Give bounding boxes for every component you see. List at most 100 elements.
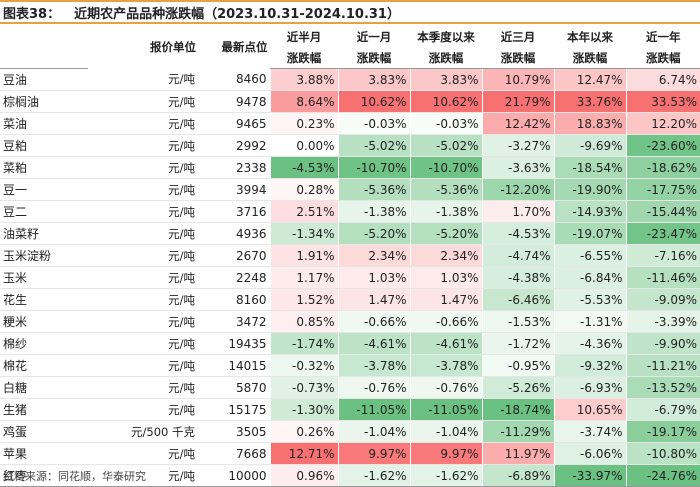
- return-cell: -19.07%: [553, 222, 626, 245]
- commodity-name: 花生: [0, 288, 88, 311]
- return-cell: -5.53%: [553, 288, 626, 311]
- return-cell: -4.53%: [269, 156, 338, 179]
- return-cell: 12.20%: [625, 112, 700, 135]
- return-cell: -3.78%: [409, 354, 482, 377]
- table-row: 棉花 元/吨 14015 -0.32% -3.78% -3.78% -0.95% -9.32%…: [0, 354, 700, 377]
- return-cell: -9.69%: [553, 134, 626, 157]
- return-cell: -3.63%: [481, 156, 554, 179]
- return-cell: -0.66%: [409, 310, 482, 333]
- return-cell: 1.47%: [409, 288, 482, 311]
- quote-unit: 元/吨: [88, 398, 198, 421]
- return-cell: -4.61%: [337, 332, 410, 355]
- commodity-name: 苹果: [0, 442, 88, 465]
- return-cell: -1.31%: [553, 310, 626, 333]
- return-cell: -11.29%: [481, 420, 554, 443]
- header-name-2: [0, 47, 88, 69]
- return-cell: -5.26%: [481, 376, 554, 399]
- return-cell: -0.95%: [481, 354, 554, 377]
- figure-label: 图表38：: [3, 6, 61, 22]
- commodity-name: 棕榈油: [0, 90, 88, 113]
- return-cell: 0.23%: [269, 112, 338, 135]
- latest-price: 10000: [198, 464, 270, 487]
- return-cell: 10.65%: [553, 398, 626, 421]
- commodity-name: 豆一: [0, 178, 88, 201]
- return-cell: -1.38%: [337, 200, 410, 223]
- return-cell: -6.79%: [625, 398, 700, 421]
- table-row: 棕榈油 元/吨 9478 8.64% 10.62% 10.62% 21.79% 33.76% 3…: [0, 90, 700, 113]
- return-cell: -23.47%: [625, 222, 700, 245]
- header-name: [0, 26, 88, 47]
- latest-price: 2670: [198, 244, 270, 267]
- quote-unit: 元/吨: [88, 266, 198, 289]
- return-cell: -17.75%: [625, 178, 700, 201]
- return-cell: -5.36%: [337, 178, 410, 201]
- return-cell: 2.51%: [269, 200, 338, 223]
- return-cell: -9.90%: [625, 332, 700, 355]
- table-row: 生猪 元/吨 15175 -1.30% -11.05% -11.05% -18.74% 10.…: [0, 398, 700, 421]
- return-cell: -4.61%: [409, 332, 482, 355]
- header-price: 最新点位: [221, 40, 268, 55]
- return-cell: -6.55%: [553, 244, 626, 267]
- commodity-name: 玉米: [0, 266, 88, 289]
- commodity-name: 豆粕: [0, 134, 88, 157]
- return-cell: 9.97%: [337, 442, 410, 465]
- return-cell: -1.04%: [409, 420, 482, 443]
- table-row: 豆油 元/吨 8460 3.88% 3.83% 3.83% 10.79% 12.47% 6.74…: [0, 68, 700, 91]
- header-unit: 报价单位: [150, 40, 196, 55]
- return-cell: -1.38%: [409, 200, 482, 223]
- commodity-name: 鸡蛋: [0, 420, 88, 443]
- return-cell: -3.78%: [337, 354, 410, 377]
- header-period-5-sub: 涨跌幅: [553, 47, 626, 69]
- table-row: 花生 元/吨 8160 1.52% 1.47% 1.47% -6.46% -5.53% -9.0…: [0, 288, 700, 311]
- header-period-2-sub: 涨跌幅: [337, 47, 410, 69]
- return-cell: -18.74%: [481, 398, 554, 421]
- return-cell: 10.62%: [337, 90, 410, 113]
- return-cell: -1.30%: [269, 398, 338, 421]
- table-row: 玉米 元/吨 2248 1.17% 1.03% 1.03% -4.38% -6.84% -11.…: [0, 266, 700, 289]
- table-row: 玉米淀粉 元/吨 2670 1.91% 2.34% 2.34% -4.74% -6.55% -7…: [0, 244, 700, 267]
- return-cell: -19.90%: [553, 178, 626, 201]
- return-cell: -0.66%: [337, 310, 410, 333]
- return-cell: -5.20%: [409, 222, 482, 245]
- header-period-6-sub: 涨跌幅: [625, 47, 700, 69]
- return-cell: 3.83%: [409, 68, 482, 91]
- return-cell: 1.17%: [269, 266, 338, 289]
- return-cell: -12.20%: [481, 178, 554, 201]
- table-row: 鸡蛋 元/500 千克 3505 0.26% -1.04% -1.04% -11.29% -3…: [0, 420, 700, 443]
- return-cell: -3.27%: [481, 134, 554, 157]
- latest-price: 15175: [198, 398, 270, 421]
- quote-unit: 元/吨: [88, 244, 198, 267]
- return-cell: -1.74%: [269, 332, 338, 355]
- return-cell: -18.62%: [625, 156, 700, 179]
- return-cell: -4.38%: [481, 266, 554, 289]
- return-cell: -10.80%: [625, 442, 700, 465]
- return-cell: -0.76%: [409, 376, 482, 399]
- quote-unit: 元/吨: [88, 288, 198, 311]
- return-cell: -3.39%: [625, 310, 700, 333]
- quote-unit: 元/吨: [88, 68, 198, 91]
- header-period-1-sub: 涨跌幅: [269, 47, 338, 69]
- table-row: 豆粕 元/吨 2992 0.00% -5.02% -5.02% -3.27% -9.69% -2…: [0, 134, 700, 157]
- return-cell: 1.03%: [409, 266, 482, 289]
- return-cell: 12.42%: [481, 112, 554, 135]
- return-cell: -1.62%: [337, 464, 410, 487]
- return-cell: 10.79%: [481, 68, 554, 91]
- source-note: 资料来源：同花顺，华泰研究: [3, 470, 146, 483]
- return-cell: -19.17%: [625, 420, 700, 443]
- latest-price: 7668: [198, 442, 270, 465]
- table-row: 油菜籽 元/吨 4936 -1.34% -5.20% -5.20% -4.53% -19.07…: [0, 222, 700, 245]
- return-cell: -3.74%: [553, 420, 626, 443]
- commodity-name: 生猪: [0, 398, 88, 421]
- return-cell: -11.21%: [625, 354, 700, 377]
- return-cell: 3.88%: [269, 68, 338, 91]
- quote-unit: 元/吨: [88, 112, 198, 135]
- quote-unit: 元/吨: [88, 156, 198, 179]
- table-row: 豆一 元/吨 3994 0.28% -5.36% -5.36% -12.20% -19.90%…: [0, 178, 700, 201]
- return-cell: 10.62%: [409, 90, 482, 113]
- return-cell: 18.83%: [553, 112, 626, 135]
- return-cell: -14.93%: [553, 200, 626, 223]
- header-period-5: 本年以来: [553, 26, 626, 47]
- quote-unit: 元/吨: [88, 310, 198, 333]
- return-cell: 0.85%: [269, 310, 338, 333]
- return-cell: 1.47%: [337, 288, 410, 311]
